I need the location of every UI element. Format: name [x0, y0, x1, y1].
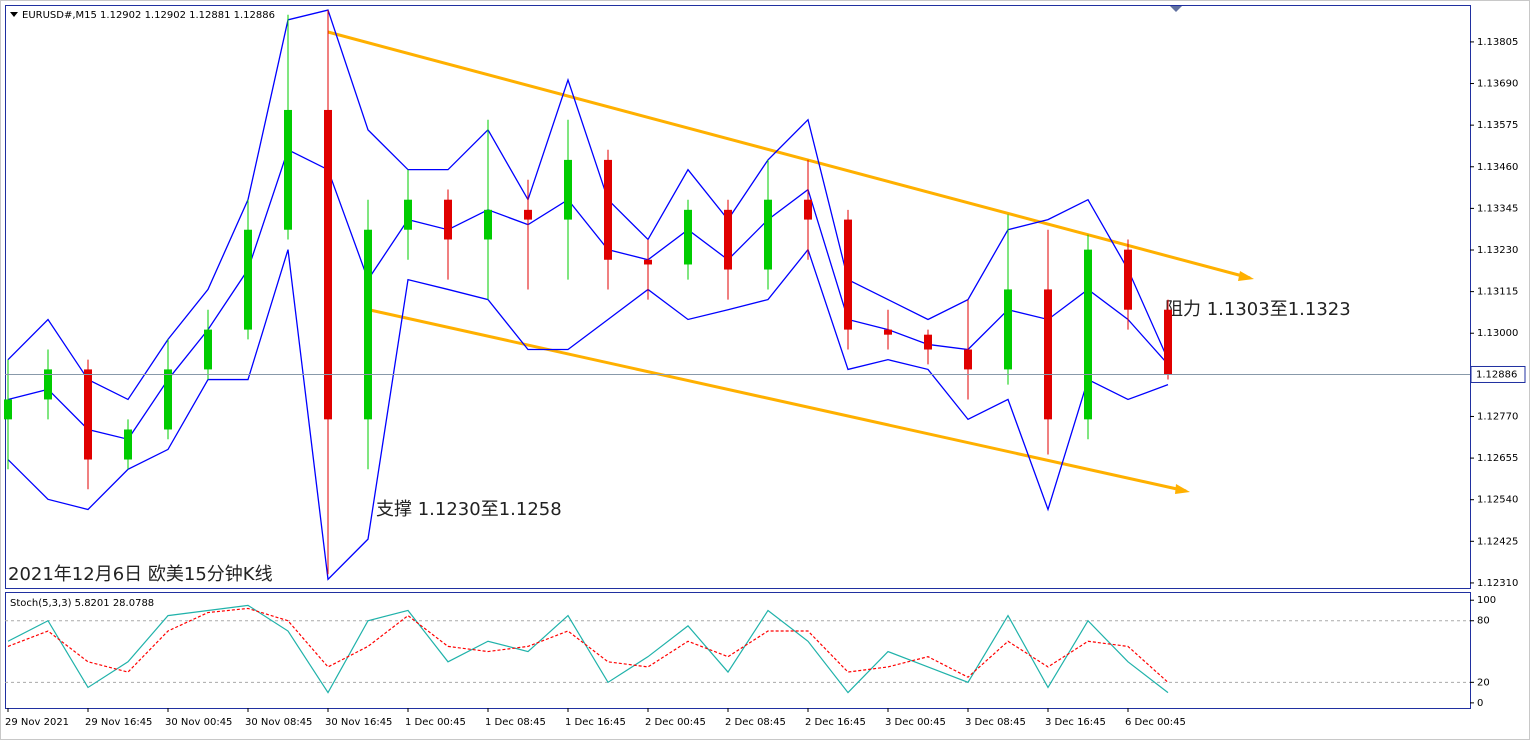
y-tick-label: 1.12310	[1477, 578, 1518, 589]
y-tick-label: 1.12770	[1477, 411, 1518, 422]
candle-body	[124, 429, 132, 460]
x-tick-label: 1 Dec 00:45	[405, 717, 466, 728]
y-tick-label: 100	[1477, 595, 1496, 606]
y-tick-label: 1.13805	[1477, 37, 1518, 48]
candle-body	[524, 209, 532, 220]
candle-body	[1044, 289, 1052, 420]
bollinger-upper	[7, 9, 1169, 401]
chart-title: EURUSD#,M15 1.12902 1.12902 1.12881 1.12…	[22, 10, 275, 21]
candle-body	[964, 349, 972, 370]
candle-body	[1124, 249, 1132, 310]
last-price-label: 1.12886	[1476, 369, 1517, 380]
x-tick-label: 3 Dec 16:45	[1045, 717, 1106, 728]
annotation: 阻力 1.1303至1.1323	[1165, 299, 1351, 320]
y-tick-label: 1.13575	[1477, 120, 1518, 131]
candle-body	[804, 199, 812, 220]
bollinger-middle	[7, 148, 1169, 441]
x-tick-label: 1 Dec 08:45	[485, 717, 546, 728]
candle-body	[244, 229, 252, 330]
arrow-head	[1238, 271, 1254, 281]
bollinger-lower	[7, 248, 1169, 581]
x-tick-label: 6 Dec 00:45	[1125, 717, 1186, 728]
y-tick-label: 1.13345	[1477, 203, 1518, 214]
candle-body	[444, 199, 452, 240]
shift-marker	[1170, 6, 1182, 12]
y-tick-label: 80	[1477, 616, 1490, 627]
candle-body	[324, 109, 332, 420]
last-price-box	[1470, 365, 1526, 383]
candle-body	[4, 399, 12, 420]
candle-body	[1084, 249, 1092, 420]
x-tick-label: 30 Nov 16:45	[325, 717, 392, 728]
support-trendline	[369, 308, 1187, 493]
y-tick-label: 20	[1477, 677, 1490, 688]
x-tick-label: 30 Nov 00:45	[165, 717, 232, 728]
stoch-line	[7, 607, 1169, 683]
candle-body	[364, 229, 372, 420]
y-tick-label: 1.13230	[1477, 245, 1518, 256]
annotation: 支撑 1.1230至1.1258	[376, 499, 562, 520]
resistance-trendline	[327, 30, 1251, 280]
candle-body	[924, 334, 932, 350]
candle-body	[844, 219, 852, 330]
x-tick-label: 2 Dec 16:45	[805, 717, 866, 728]
candle-body	[284, 109, 292, 230]
x-tick-label: 2 Dec 00:45	[645, 717, 706, 728]
candle-body	[764, 199, 772, 270]
y-tick-label: 1.13115	[1477, 287, 1518, 298]
y-tick-label: 1.12655	[1477, 453, 1518, 464]
y-tick-label: 1.13460	[1477, 162, 1518, 173]
candle-body	[404, 199, 412, 230]
x-tick-label: 1 Dec 16:45	[565, 717, 626, 728]
x-tick-label: 29 Nov 16:45	[85, 717, 152, 728]
candle-body	[684, 209, 692, 265]
candle-body	[564, 159, 572, 220]
arrow-head	[1175, 484, 1190, 494]
main-panel	[5, 5, 1471, 589]
candle-body	[724, 209, 732, 270]
menu-triangle	[10, 12, 18, 17]
stoch-panel	[5, 592, 1471, 709]
x-tick-label: 29 Nov 2021	[5, 717, 69, 728]
candle-body	[884, 329, 892, 335]
stoch-title: Stoch(5,3,3) 5.8201 28.0788	[10, 598, 154, 609]
candle-body	[484, 209, 492, 240]
y-tick-label: 1.13690	[1477, 79, 1518, 90]
candle-body	[644, 259, 652, 265]
candle-body	[84, 369, 92, 460]
candle-body	[164, 369, 172, 430]
y-tick-label: 1.12540	[1477, 495, 1518, 506]
candle-body	[1164, 309, 1172, 375]
x-tick-label: 2 Dec 08:45	[725, 717, 786, 728]
annotation: 2021年12月6日 欧美15分钟K线	[8, 564, 273, 585]
y-tick-label: 1.12425	[1477, 536, 1518, 547]
candle-body	[1004, 289, 1012, 370]
x-tick-label: 3 Dec 08:45	[965, 717, 1026, 728]
candle-body	[44, 369, 52, 400]
x-tick-label: 30 Nov 08:45	[245, 717, 312, 728]
x-tick-label: 3 Dec 00:45	[885, 717, 946, 728]
candle-body	[604, 159, 612, 260]
y-tick-label: 1.13000	[1477, 328, 1518, 339]
candle-body	[204, 329, 212, 370]
y-tick-label: 0	[1477, 698, 1483, 709]
